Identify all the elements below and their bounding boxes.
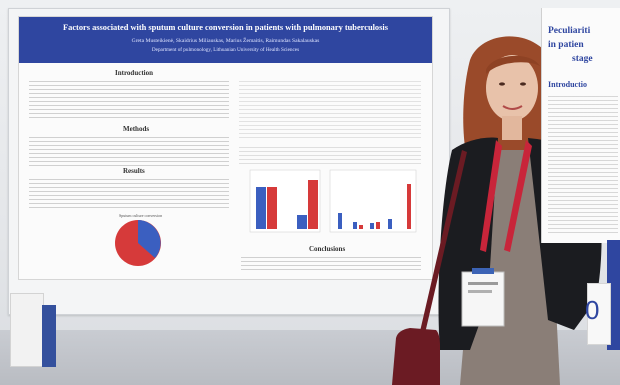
badge-clip bbox=[472, 268, 494, 274]
bar-r5 bbox=[376, 222, 380, 229]
adjacent-poster-title-3: stage bbox=[572, 54, 593, 64]
bar-l1-blue bbox=[256, 187, 266, 229]
bar-l2-blue bbox=[297, 215, 307, 229]
pie-chart-title: Sputum culture conversion bbox=[119, 213, 163, 218]
bar-l1-red bbox=[267, 187, 277, 229]
adjacent-poster: Peculiariti in patien stage Introductio bbox=[541, 8, 620, 243]
lower-left-panel bbox=[10, 293, 44, 367]
section-results: Results bbox=[123, 167, 145, 175]
poster-title: Factors associated with sputum culture c… bbox=[63, 23, 388, 32]
poster-header: Factors associated with sputum culture c… bbox=[19, 17, 432, 63]
bar-chart-right-frame bbox=[329, 169, 417, 233]
mouth bbox=[502, 105, 523, 110]
bar-r6 bbox=[388, 219, 392, 229]
main-poster: Factors associated with sputum culture c… bbox=[18, 16, 433, 280]
name-badge bbox=[461, 271, 505, 327]
bar-chart-right bbox=[329, 169, 417, 233]
lower-right-mark: 0 bbox=[585, 295, 600, 325]
bar-l2-red bbox=[308, 180, 318, 229]
section-methods: Methods bbox=[123, 125, 150, 133]
bag-strap bbox=[418, 150, 467, 342]
badge-line-2 bbox=[468, 290, 492, 293]
bar-r2 bbox=[353, 222, 357, 229]
bar-r3 bbox=[359, 225, 363, 229]
bar-chart-left bbox=[249, 169, 321, 233]
section-introduction: Introduction bbox=[115, 69, 153, 77]
right-column-text bbox=[239, 81, 421, 141]
pie-chart bbox=[115, 220, 161, 266]
hair-fringe bbox=[486, 55, 540, 74]
lower-right-panel bbox=[587, 283, 611, 345]
adjacent-poster-title-2: in patien bbox=[548, 40, 584, 50]
methods-text bbox=[29, 137, 229, 167]
handbag bbox=[392, 328, 440, 385]
right-column-text-2 bbox=[239, 147, 421, 167]
results-text bbox=[29, 179, 229, 211]
left-eye bbox=[499, 82, 505, 86]
bar-r7 bbox=[407, 184, 411, 229]
face bbox=[486, 55, 538, 121]
neck bbox=[502, 116, 522, 140]
lower-left-blue-panel bbox=[42, 305, 56, 367]
adjacent-poster-title-1: Peculiariti bbox=[548, 26, 591, 36]
right-eye bbox=[520, 82, 526, 86]
bar-r1 bbox=[338, 213, 342, 229]
badge-line-1 bbox=[468, 282, 498, 285]
poster-affiliation: Department of pulmonology, Lithuanian Un… bbox=[151, 47, 300, 53]
person bbox=[392, 36, 602, 385]
adjacent-poster-text bbox=[548, 96, 618, 236]
introduction-text bbox=[29, 81, 229, 121]
lanyard-left bbox=[480, 140, 502, 252]
bar-r4 bbox=[370, 223, 374, 229]
lanyard-right bbox=[504, 140, 532, 252]
adjacent-poster-subhead: Introductio bbox=[548, 80, 587, 89]
conclusions-text bbox=[241, 257, 421, 273]
pie-slice-blue bbox=[138, 220, 161, 258]
poster-authors: Greta Musteikienė, Skaidrius Miliauskas,… bbox=[131, 38, 320, 44]
section-conclusions: Conclusions bbox=[309, 245, 346, 253]
